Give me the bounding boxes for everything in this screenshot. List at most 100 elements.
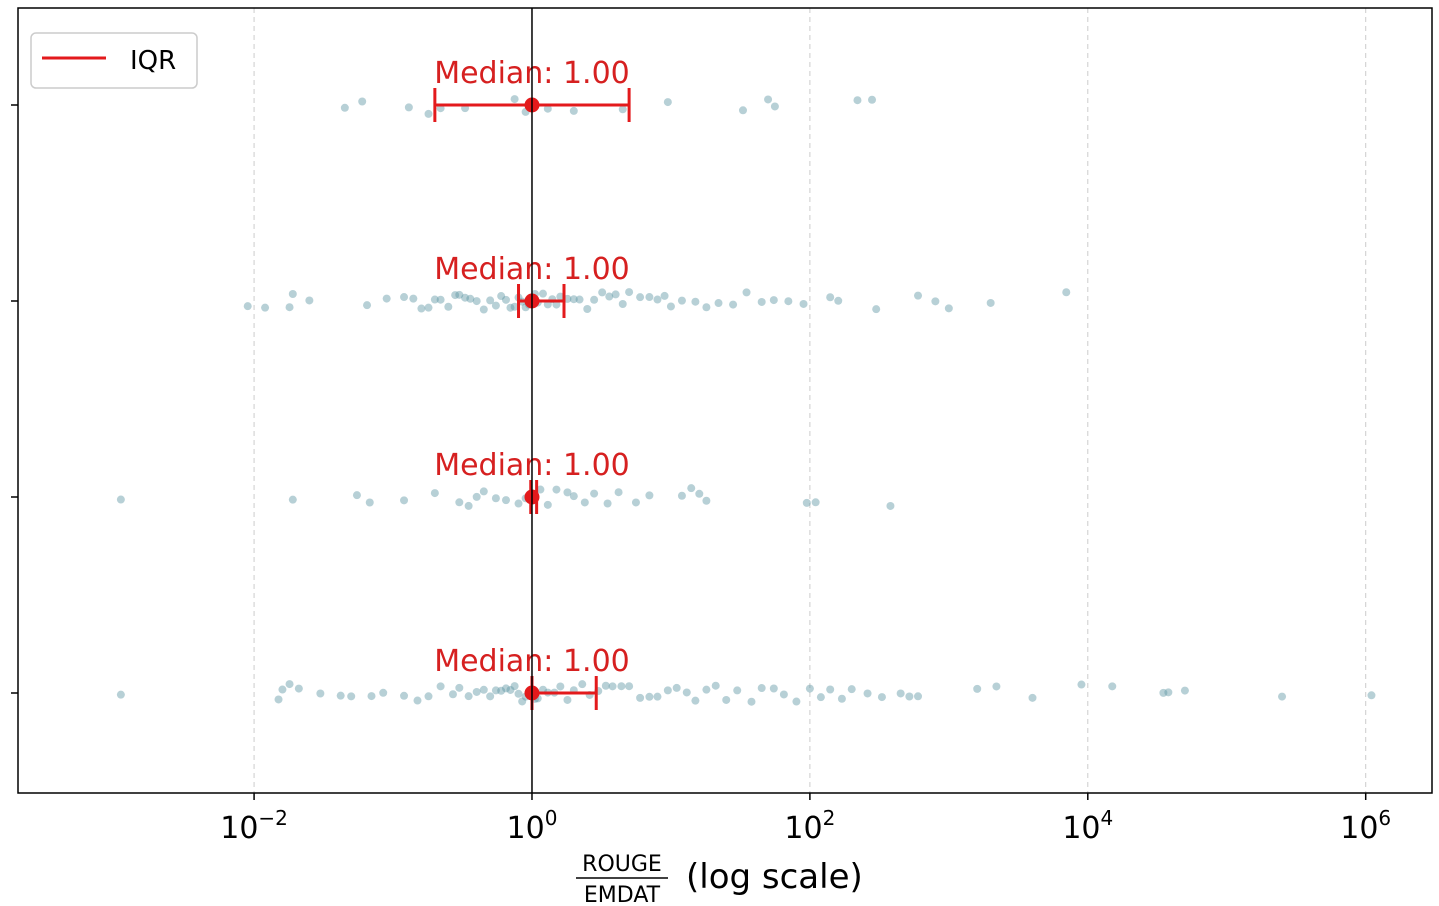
data-point: [826, 685, 835, 694]
data-point: [733, 686, 742, 695]
data-point: [1159, 688, 1168, 697]
data-point: [543, 104, 552, 113]
data-point: [742, 288, 751, 297]
data-point: [404, 103, 413, 112]
data-point: [1164, 688, 1173, 697]
data-point: [992, 682, 1001, 691]
data-point: [663, 686, 672, 695]
data-point: [455, 290, 464, 299]
data-point: [1077, 680, 1086, 689]
data-point: [466, 294, 475, 303]
data-point: [430, 489, 439, 498]
data-point: [501, 684, 510, 693]
data-point: [608, 682, 617, 691]
data-point: [853, 96, 862, 105]
data-point: [729, 300, 738, 309]
data-point: [400, 496, 409, 505]
data-point: [288, 290, 297, 299]
data-point: [278, 685, 287, 694]
data-point: [424, 692, 433, 701]
data-point: [518, 697, 527, 706]
data-point: [645, 293, 654, 302]
data-point: [417, 304, 426, 313]
x-axis-label: ROUGE EMDAT (log scale): [576, 852, 863, 906]
data-point: [514, 689, 523, 698]
data-point: [497, 292, 506, 301]
data-point: [603, 499, 612, 508]
data-point: [305, 296, 314, 305]
data-point: [382, 294, 391, 303]
data-point: [424, 303, 433, 312]
data-point: [816, 693, 825, 702]
data-point: [285, 303, 294, 312]
data-point: [799, 299, 808, 308]
data-point: [618, 300, 627, 309]
data-point: [779, 690, 788, 699]
data-point: [805, 684, 814, 693]
grid-lines: [253, 8, 1367, 793]
plot-frame: [17, 7, 1433, 794]
data-point: [506, 303, 515, 312]
data-point: [510, 302, 519, 311]
data-point: [274, 695, 283, 704]
data-point: [491, 686, 500, 695]
legend-label: IQR: [130, 46, 176, 76]
data-point: [444, 302, 453, 311]
data-point: [563, 488, 572, 497]
data-point: [914, 291, 923, 300]
data-point: [116, 495, 125, 504]
data-point: [645, 491, 654, 500]
data-point: [837, 694, 846, 703]
data-point: [285, 680, 294, 689]
data-point: [868, 95, 877, 104]
data-point: [455, 683, 464, 692]
data-point: [497, 686, 506, 695]
data-point: [479, 305, 488, 314]
data-point: [464, 692, 473, 701]
data-point: [722, 695, 731, 704]
data-point: [413, 696, 422, 705]
data-point: [747, 697, 756, 706]
data-point: [691, 696, 700, 705]
data-point: [352, 491, 361, 500]
x-tick-label: 102: [784, 806, 835, 846]
data-point: [702, 496, 711, 505]
data-point: [575, 295, 584, 304]
data-point: [379, 688, 388, 697]
data-point: [663, 98, 672, 107]
data-point: [770, 102, 779, 111]
data-point: [905, 692, 914, 701]
data-point: [826, 293, 835, 302]
data-point: [653, 692, 662, 701]
data-point: [769, 296, 778, 305]
data-point: [714, 299, 723, 308]
data-point: [896, 689, 905, 698]
data-point: [1180, 686, 1189, 695]
data-point: [578, 680, 587, 689]
data-point: [914, 692, 923, 701]
data-point: [605, 292, 614, 301]
data-point: [316, 689, 325, 698]
data-point: [757, 684, 766, 693]
data-point: [769, 684, 778, 693]
data-point: [618, 105, 627, 114]
data-point: [931, 297, 940, 306]
data-point: [764, 95, 773, 104]
data-point: [536, 485, 545, 494]
x-label-numerator: ROUGE: [582, 852, 662, 877]
data-point: [455, 498, 464, 507]
data-point: [424, 109, 433, 118]
data-point: [430, 295, 439, 304]
data-point: [472, 297, 481, 306]
data-point: [1108, 682, 1117, 691]
data-point: [243, 302, 252, 311]
data-point: [569, 492, 578, 501]
data-point: [973, 684, 982, 693]
data-point: [784, 297, 793, 306]
data-point: [479, 685, 488, 694]
data-point: [986, 298, 995, 307]
data-point: [944, 304, 953, 313]
x-label-denominator: EMDAT: [584, 883, 661, 906]
data-point: [472, 687, 481, 696]
